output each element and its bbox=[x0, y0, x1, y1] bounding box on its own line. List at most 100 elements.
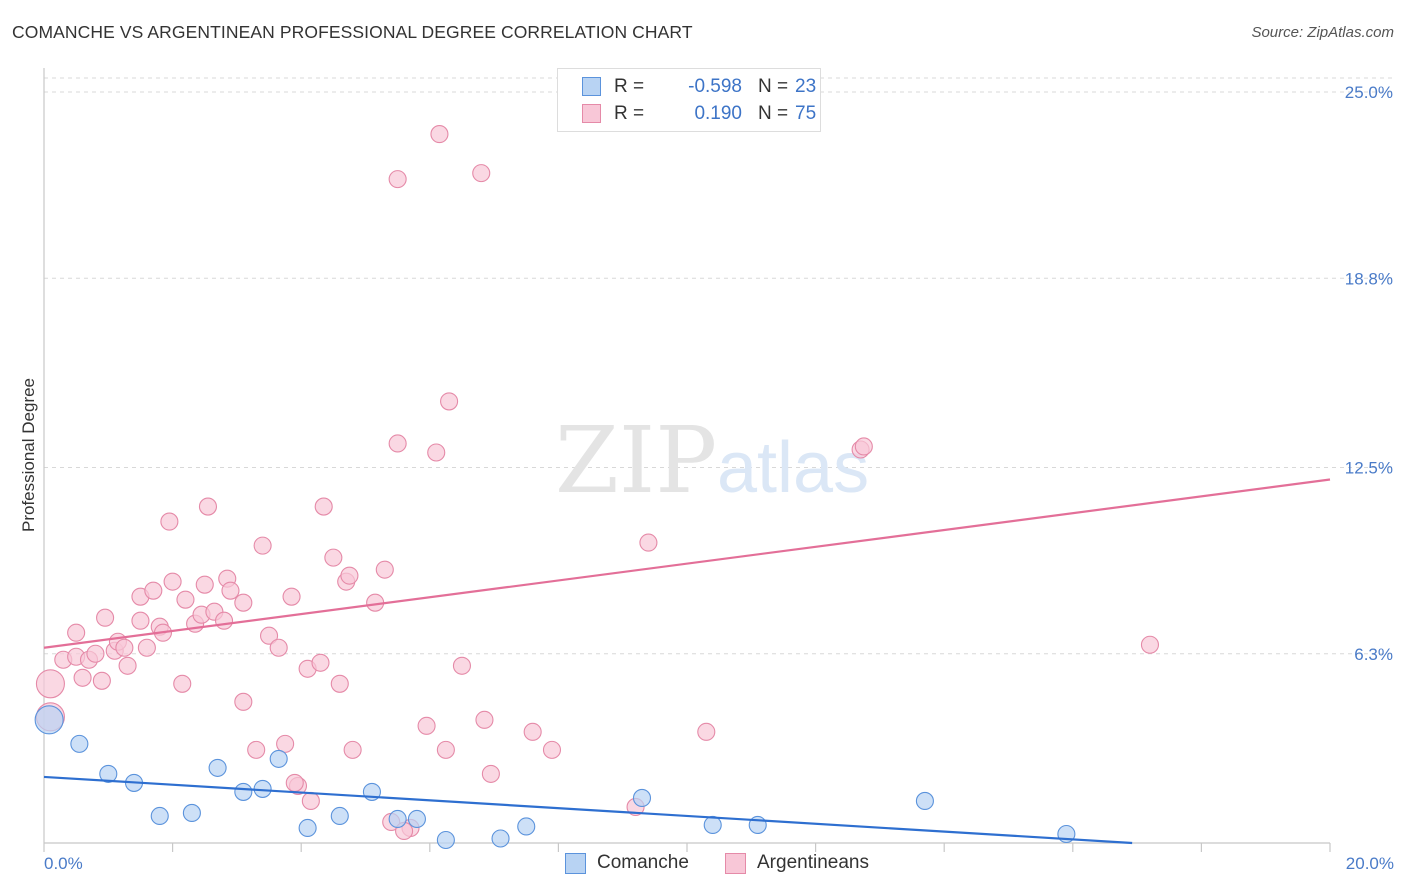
bottom-legend-label-comanche: Comanche bbox=[597, 852, 689, 873]
argentineans-point-38 bbox=[276, 734, 295, 753]
comanche-point-14 bbox=[407, 809, 426, 829]
argentineans-point-13 bbox=[118, 656, 137, 675]
argentineans-point-49 bbox=[343, 740, 362, 759]
argentineans-point-9 bbox=[96, 608, 115, 627]
argentineans-point-5 bbox=[73, 668, 92, 687]
legend-r-value: 0.190 bbox=[694, 103, 742, 124]
legend-swatch-argentineans bbox=[582, 104, 601, 123]
argentineans-point-34 bbox=[247, 740, 266, 759]
bottom-legend-swatch-comanche bbox=[565, 853, 586, 874]
argentineans-point-60 bbox=[440, 392, 459, 411]
grid-lines bbox=[44, 77, 1393, 655]
y-tick-label-2: 18.8% bbox=[1345, 269, 1393, 288]
argentineans-point-32 bbox=[234, 593, 253, 612]
argentineans-point-22 bbox=[173, 674, 192, 693]
comanche-point-0 bbox=[34, 705, 64, 735]
argentineans-point-73 bbox=[285, 773, 304, 792]
argentineans-point-48 bbox=[340, 566, 359, 585]
argentineans-point-17 bbox=[144, 581, 163, 600]
argentineans-point-56 bbox=[417, 716, 436, 735]
comanche-point-13 bbox=[388, 809, 407, 829]
y-axis-label: Professional Degree bbox=[19, 378, 38, 532]
comanche-point-5 bbox=[182, 803, 201, 823]
x-tick-label-min: 0.0% bbox=[44, 854, 83, 873]
argentineans-point-8 bbox=[92, 671, 111, 690]
argentineans-point-65 bbox=[523, 722, 542, 741]
comanche-point-16 bbox=[491, 829, 510, 848]
argentineans-point-59 bbox=[436, 740, 455, 759]
argentineans-point-0 bbox=[35, 669, 65, 699]
argentineans-point-43 bbox=[311, 653, 330, 672]
comanche-point-6 bbox=[208, 758, 227, 777]
correlation-legend: R = -0.598 N = 23 R = 0.190 N = 75 bbox=[557, 68, 821, 132]
argentineans-point-72 bbox=[1140, 635, 1160, 654]
comanche-point-11 bbox=[330, 806, 349, 826]
argentineans-point-21 bbox=[163, 572, 182, 591]
comanche-points bbox=[34, 705, 1076, 850]
argentineans-point-36 bbox=[259, 626, 279, 645]
argentineans-point-33 bbox=[234, 692, 253, 711]
argentineans-point-31 bbox=[221, 581, 240, 600]
argentineans-point-53 bbox=[388, 434, 407, 453]
argentineans-point-66 bbox=[542, 740, 562, 759]
argentineans-trend-line bbox=[43, 478, 1331, 649]
bottom-legend-label-argentineans: Argentineans bbox=[757, 852, 869, 873]
chart-title: COMANCHE VS ARGENTINEAN PROFESSIONAL DEG… bbox=[12, 22, 693, 42]
comanche-point-4 bbox=[150, 806, 169, 826]
legend-n-label: N = bbox=[758, 103, 789, 124]
argentineans-point-61 bbox=[452, 656, 472, 675]
argentineans-point-64 bbox=[481, 764, 500, 783]
legend-r-label: R = bbox=[614, 103, 645, 124]
argentineans-point-23 bbox=[176, 590, 195, 609]
watermark-atlas: atlas bbox=[717, 428, 869, 508]
argentineans-point-29 bbox=[214, 611, 234, 630]
watermark: ZIP atlas bbox=[555, 407, 869, 514]
x-tick-label-max: 20.0% bbox=[1346, 854, 1394, 873]
argentineans-point-35 bbox=[253, 536, 272, 555]
y-tick-label-1: 12.5% bbox=[1345, 459, 1393, 478]
argentineans-point-69 bbox=[697, 722, 716, 741]
y-tick-label-3: 25.0% bbox=[1345, 83, 1393, 102]
argentineans-point-44 bbox=[314, 497, 333, 516]
argentineans-point-62 bbox=[472, 164, 491, 183]
argentineans-point-7 bbox=[86, 644, 105, 663]
comanche-point-19 bbox=[703, 815, 722, 835]
argentineans-point-51 bbox=[375, 560, 394, 579]
argentineans-point-71 bbox=[854, 437, 873, 456]
argentineans-point-57 bbox=[427, 443, 446, 462]
argentineans-point-39 bbox=[282, 587, 301, 606]
source-credit: Source: ZipAtlas.com bbox=[1251, 24, 1394, 41]
argentineans-point-26 bbox=[195, 575, 214, 594]
legend-n-value: 75 bbox=[795, 103, 817, 124]
legend-r-value: -0.598 bbox=[688, 76, 742, 97]
bottom-legend-swatch-argentineans bbox=[725, 853, 746, 874]
y-tick-label-0: 6.3% bbox=[1354, 645, 1393, 664]
argentineans-point-27 bbox=[198, 497, 218, 516]
legend-n-value: 23 bbox=[795, 76, 817, 97]
argentineans-point-16 bbox=[137, 638, 156, 657]
comanche-point-1 bbox=[70, 734, 89, 753]
legend-r-label: R = bbox=[614, 76, 645, 97]
argentineans-point-45 bbox=[324, 548, 343, 567]
argentineans-point-37 bbox=[269, 638, 288, 657]
argentineans-point-68 bbox=[639, 533, 658, 552]
argentineans-point-20 bbox=[160, 512, 179, 531]
comanche-point-9 bbox=[269, 749, 288, 768]
comanche-point-15 bbox=[436, 830, 455, 850]
watermark-zip: ZIP bbox=[555, 407, 717, 514]
comanche-point-2 bbox=[99, 764, 118, 783]
argentineans-point-46 bbox=[330, 674, 349, 693]
comanche-point-21 bbox=[915, 791, 934, 810]
comanche-point-17 bbox=[517, 817, 536, 836]
y-tick-labels: 6.3% 12.5% 18.8% 25.0% bbox=[1345, 83, 1393, 664]
comanche-point-7 bbox=[234, 782, 253, 801]
comanche-point-18 bbox=[632, 788, 652, 807]
trend-lines bbox=[43, 478, 1331, 845]
comanche-trend-line bbox=[43, 775, 1133, 845]
argentineans-point-63 bbox=[475, 710, 494, 729]
argentineans-point-54 bbox=[388, 170, 407, 189]
comanche-point-10 bbox=[298, 818, 317, 838]
legend-swatch-comanche bbox=[582, 77, 601, 96]
argentineans-point-12 bbox=[115, 638, 134, 657]
